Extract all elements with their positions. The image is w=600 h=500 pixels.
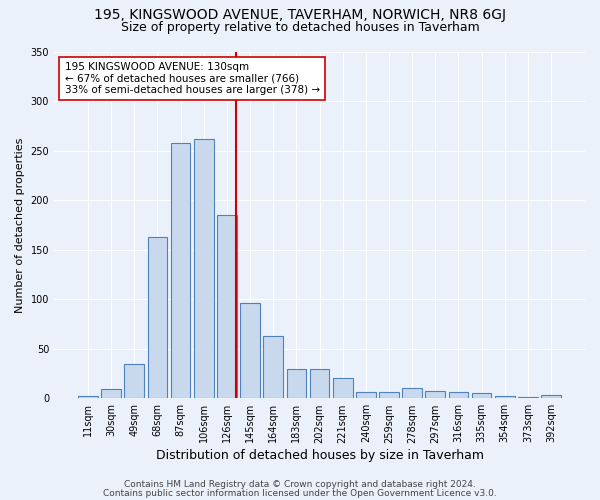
Bar <box>240 303 260 398</box>
Bar <box>356 392 376 398</box>
Bar <box>78 396 98 398</box>
Bar <box>333 378 353 398</box>
Bar <box>402 388 422 398</box>
Bar <box>379 392 399 398</box>
Text: 195 KINGSWOOD AVENUE: 130sqm
← 67% of detached houses are smaller (766)
33% of s: 195 KINGSWOOD AVENUE: 130sqm ← 67% of de… <box>65 62 320 95</box>
Bar <box>217 215 237 398</box>
Bar <box>287 368 306 398</box>
Bar <box>449 392 468 398</box>
Bar <box>194 138 214 398</box>
Bar <box>425 392 445 398</box>
Text: Size of property relative to detached houses in Taverham: Size of property relative to detached ho… <box>121 21 479 34</box>
Bar <box>495 396 515 398</box>
Bar <box>124 364 144 398</box>
Bar <box>541 396 561 398</box>
Text: Contains public sector information licensed under the Open Government Licence v3: Contains public sector information licen… <box>103 488 497 498</box>
Text: 195, KINGSWOOD AVENUE, TAVERHAM, NORWICH, NR8 6GJ: 195, KINGSWOOD AVENUE, TAVERHAM, NORWICH… <box>94 8 506 22</box>
Bar <box>263 336 283 398</box>
Text: Contains HM Land Registry data © Crown copyright and database right 2024.: Contains HM Land Registry data © Crown c… <box>124 480 476 489</box>
Bar <box>472 394 491 398</box>
Y-axis label: Number of detached properties: Number of detached properties <box>15 137 25 312</box>
Bar <box>310 368 329 398</box>
X-axis label: Distribution of detached houses by size in Taverham: Distribution of detached houses by size … <box>155 450 484 462</box>
Bar <box>171 142 190 398</box>
Bar <box>148 237 167 398</box>
Bar <box>101 390 121 398</box>
